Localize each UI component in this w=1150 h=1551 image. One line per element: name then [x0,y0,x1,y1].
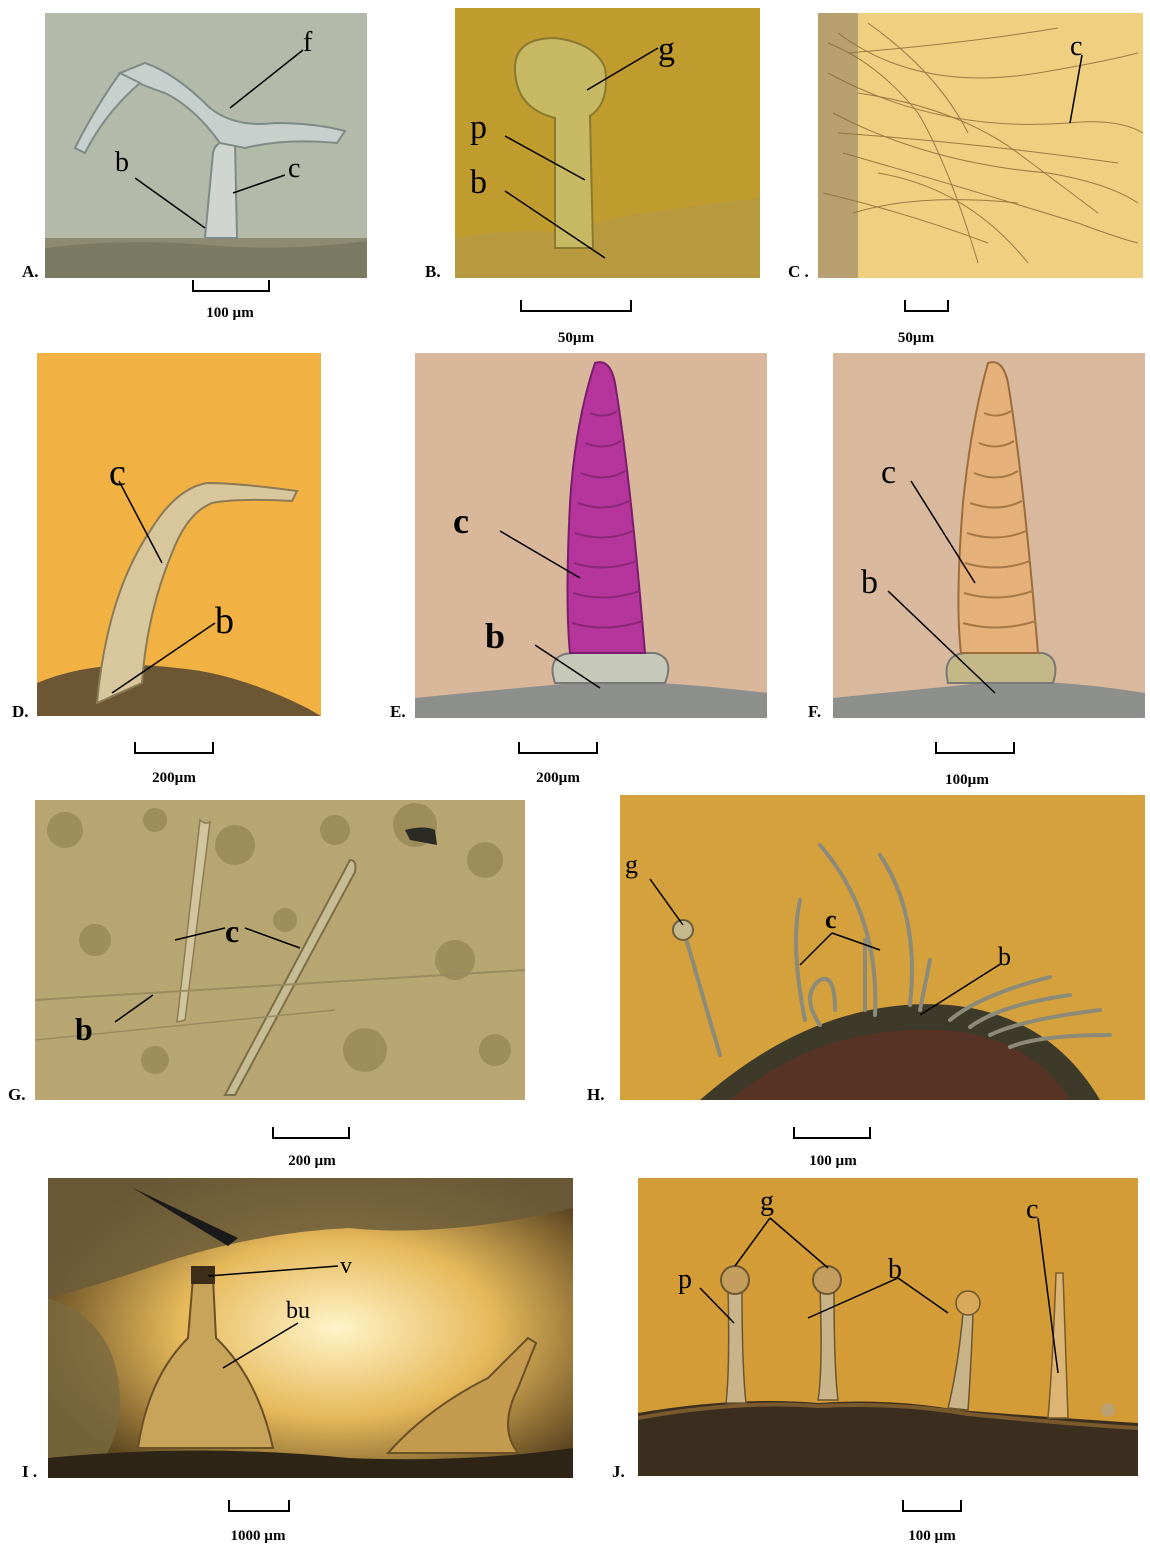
annotation-c: c [881,454,896,491]
scale-label-b: 50µm [557,330,595,346]
panel-label-i: I . [22,1462,38,1481]
scale-bar-h [793,1127,871,1139]
scale-bar-i [228,1500,290,1512]
scale-bar-b [520,300,632,312]
micrograph-panel-f: c b [833,353,1145,718]
annotation-c: c [1070,31,1082,62]
panel-label-g: G. [8,1085,26,1104]
annotation-g: g [658,31,675,68]
scale-bar-a [192,280,270,292]
annotation-b: b [998,942,1011,971]
scale-label-i: 1000 µm [230,1528,286,1544]
micrograph-panel-h: g c b [620,795,1145,1100]
micrograph-panel-d: c b [37,353,321,716]
annotation-c: c [1026,1194,1038,1225]
scale-bar-j [902,1500,962,1512]
annotation-b: b [215,600,234,642]
annotation-c: c [109,452,126,494]
scale-label-c: 50µm [897,330,935,346]
micrograph-panel-i: v bu [48,1178,573,1478]
panel-label-f: F. [808,702,822,721]
micrograph-panel-g: c b [35,800,525,1100]
scale-label-d: 200µm [152,770,196,786]
panel-label-d: D. [12,702,29,721]
annotation-b: b [888,1254,902,1285]
annotation-c: c [288,153,300,184]
scale-label-a: 100 µm [206,305,254,321]
panel-label-b: B. [425,262,441,281]
micrograph-panel-c: c [818,13,1143,278]
annotation-g: g [760,1186,774,1217]
scale-label-g: 200 µm [288,1153,336,1169]
annotation-c: c [225,913,239,949]
scale-bar-d [134,742,214,754]
annotation-b: b [470,164,487,201]
panel-label-e: E. [390,702,406,721]
annotation-c: c [825,905,837,934]
micrograph-panel-j: g p b c [638,1178,1138,1476]
annotation-g: g [625,850,638,879]
scale-label-h: 100 µm [809,1153,857,1169]
scale-bar-f [935,742,1015,754]
annotation-f: f [303,27,313,58]
scale-bar-g [272,1127,350,1139]
micrograph-panel-b: g p b [455,8,760,278]
panel-label-j: J. [612,1462,625,1481]
annotation-p: p [678,1264,692,1295]
annotation-b: b [115,147,129,178]
panel-label-a: A. [22,262,39,281]
micrograph-panel-a: f b c [45,13,367,278]
scale-label-j: 100 µm [908,1528,956,1544]
annotation-b: b [75,1011,93,1047]
scale-label-e: 200µm [536,770,580,786]
annotation-c: c [453,501,469,541]
panel-label-h: H. [587,1085,605,1104]
annotation-bu: bu [286,1298,310,1324]
annotation-v: v [340,1253,352,1279]
annotation-p: p [470,109,487,146]
annotation-b: b [485,616,505,656]
scale-bar-e [518,742,598,754]
panel-label-c: C . [788,262,809,281]
micrograph-panel-e: c b [415,353,767,718]
scale-label-f: 100µm [945,772,989,788]
annotation-b: b [861,564,878,601]
scale-bar-c [904,300,949,312]
